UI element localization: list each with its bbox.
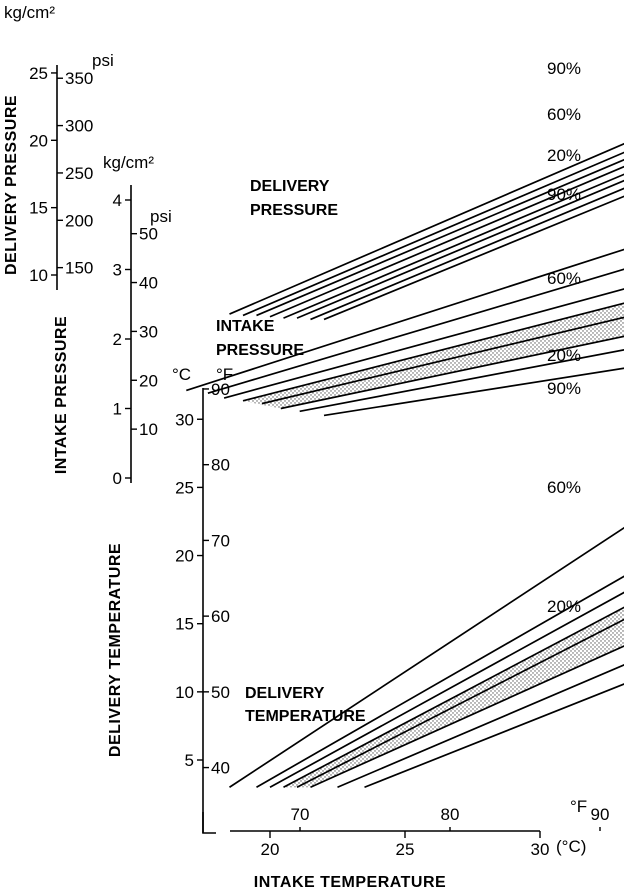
delivery-temp-f-tick-label-70: 70 (211, 531, 230, 550)
delivery-pressure-kg-tick-label-20: 20 (29, 131, 48, 150)
intake-pressure-axis: kg/cm² psi INTAKE PRESSURE (53, 153, 172, 483)
axis-ticks: 10 15 20 25 150 200 250 300 350 0 1 2 3 4 10 20 30 40 50 5 1… (29, 64, 610, 859)
delivery-pressure-line-70 (256, 158, 624, 317)
delivery-temperature-line-30 (337, 664, 624, 789)
intake-temp-c-tick-label-25: 25 (396, 840, 415, 859)
delivery-pressure-line-20 (323, 195, 624, 321)
delivery-pressure-axis-label: DELIVERY PRESSURE (3, 95, 20, 275)
delivery-temperature-group-label: DELIVERY TEMPERATURE (245, 685, 366, 725)
delivery-temperature-line-50 (296, 618, 624, 789)
shaded-band-group-1 (243, 303, 624, 409)
delivery-temperature-axis: °C °F DELIVERY TEMPERATURE (107, 365, 233, 833)
intake-pressure-kg-tick-label-3: 3 (113, 261, 122, 280)
intake-pressure-kg-tick-label-4: 4 (113, 191, 122, 210)
intake-pressure-line-20 (323, 367, 624, 417)
intake-temperature-unit-f: °F (570, 797, 587, 816)
delivery-temp-c-tick-label-25: 25 (175, 478, 194, 497)
delivery-pressure-axis: kg/cm² psi DELIVERY PRESSURE (3, 3, 114, 290)
shaded-band-group-2 (283, 607, 624, 788)
delivery-pressure-psi-tick-label-200: 200 (65, 211, 93, 230)
intake-pressure-end-label-90: 90% (547, 185, 581, 204)
intake-pressure-kg-tick-label-2: 2 (113, 330, 122, 349)
intake-pressure-label-line2: PRESSURE (216, 342, 304, 359)
intake-temperature-axis: °F (°C) INTAKE TEMPERATURE (202, 797, 587, 888)
delivery-pressure-unit-psi: psi (92, 51, 114, 70)
intake-pressure-unit-kg: kg/cm² (103, 153, 154, 172)
intake-pressure-group-label: INTAKE PRESSURE (216, 318, 304, 359)
delivery-temperature-axis-label: DELIVERY TEMPERATURE (107, 543, 124, 757)
delivery-temp-f-tick-label-50: 50 (211, 683, 230, 702)
intake-pressure-label-line1: INTAKE (216, 318, 275, 335)
intake-temp-f-tick-label-70: 70 (291, 805, 310, 824)
delivery-temperature-end-label-20: 20% (547, 597, 581, 616)
delivery-temperature-line-60 (283, 606, 624, 789)
intake-pressure-end-label-60: 60% (547, 269, 581, 288)
intake-pressure-line-90 (186, 248, 624, 392)
delivery-pressure-line-90 (229, 142, 624, 315)
intake-pressure-psi-tick-label-40: 40 (139, 274, 158, 293)
delivery-pressure-group-label: DELIVERY PRESSURE (250, 178, 338, 219)
intake-temp-c-tick-label-20: 20 (261, 840, 280, 859)
delivery-pressure-line-30 (310, 187, 624, 321)
intake-pressure-psi-tick-label-50: 50 (139, 225, 158, 244)
delivery-temperature-line-80 (256, 575, 624, 788)
delivery-temperature-line-70 (269, 591, 624, 789)
delivery-pressure-line-80 (242, 151, 624, 317)
delivery-pressure-end-label-90: 90% (547, 59, 581, 78)
delivery-pressure-end-label-20: 20% (547, 146, 581, 165)
delivery-pressure-psi-tick-label-350: 350 (65, 69, 93, 88)
intake-temperature-unit-c: (°C) (556, 837, 586, 856)
delivery-temperature-label-line2: TEMPERATURE (245, 708, 366, 725)
delivery-temp-c-tick-label-20: 20 (175, 547, 194, 566)
intake-pressure-line-60 (242, 302, 624, 402)
delivery-pressure-line-40 (296, 179, 624, 319)
delivery-pressure-label-line1: DELIVERY (250, 178, 330, 195)
intake-pressure-psi-tick-label-20: 20 (139, 371, 158, 390)
delivery-temp-f-tick-label-60: 60 (211, 607, 230, 626)
data-lines (186, 142, 624, 789)
delivery-temp-f-tick-label-80: 80 (211, 456, 230, 475)
delivery-temp-c-tick-label-30: 30 (175, 410, 194, 429)
delivery-pressure-psi-tick-label-300: 300 (65, 117, 93, 136)
delivery-pressure-kg-tick-label-10: 10 (29, 266, 48, 285)
delivery-pressure-unit-kg: kg/cm² (4, 3, 55, 22)
intake-pressure-line-80 (207, 268, 624, 395)
delivery-pressure-kg-tick-label-15: 15 (29, 199, 48, 218)
delivery-temperature-unit-c: °C (172, 365, 191, 384)
intake-pressure-kg-tick-label-1: 1 (113, 400, 122, 419)
intake-pressure-line-50 (261, 316, 624, 405)
delivery-pressure-label-line2: PRESSURE (250, 202, 338, 219)
intake-temp-c-tick-label-30: 30 (531, 840, 550, 859)
intake-temp-f-tick-label-90: 90 (591, 805, 610, 824)
delivery-temp-c-tick-label-15: 15 (175, 615, 194, 634)
delivery-temperature-line-40 (310, 645, 624, 789)
delivery-temp-f-tick-label-40: 40 (211, 759, 230, 778)
delivery-pressure-line-60 (269, 165, 624, 318)
intake-pressure-line-70 (223, 288, 624, 399)
intake-temp-f-tick-label-80: 80 (441, 805, 460, 824)
intake-pressure-line-30 (299, 349, 624, 413)
intake-pressure-psi-tick-label-10: 10 (139, 420, 158, 439)
delivery-pressure-psi-tick-label-150: 150 (65, 259, 93, 278)
delivery-temperature-line-20 (364, 683, 624, 789)
intake-pressure-psi-tick-label-30: 30 (139, 322, 158, 341)
intake-temperature-axis-label: INTAKE TEMPERATURE (254, 874, 446, 888)
intake-pressure-line-40 (280, 335, 624, 410)
delivery-pressure-psi-tick-label-250: 250 (65, 164, 93, 183)
delivery-temperature-end-label-60: 60% (547, 478, 581, 497)
delivery-temperature-line-90 (229, 526, 624, 788)
intake-pressure-unit-psi: psi (150, 207, 172, 226)
delivery-temp-c-tick-label-5: 5 (185, 751, 194, 770)
delivery-temperature-label-line1: DELIVERY (245, 685, 325, 702)
delivery-pressure-line-50 (283, 173, 624, 319)
delivery-temperature-end-label-90: 90% (547, 379, 581, 398)
delivery-pressure-kg-tick-label-25: 25 (29, 64, 48, 83)
intake-pressure-axis-label: INTAKE PRESSURE (53, 316, 70, 474)
delivery-temp-c-tick-label-10: 10 (175, 683, 194, 702)
delivery-pressure-end-label-60: 60% (547, 105, 581, 124)
intake-pressure-kg-tick-label-0: 0 (113, 469, 122, 488)
